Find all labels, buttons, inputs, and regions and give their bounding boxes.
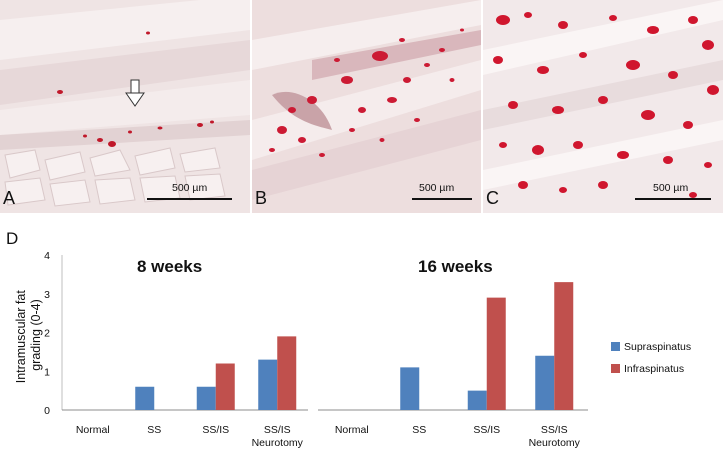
category-label-line: SS/IS [264, 424, 291, 436]
fat-grading-bar-chart: D Intramuscular fat grading (0-4) 01234 … [6, 229, 691, 449]
bar-supraspinatus-1-3 [535, 355, 555, 410]
legend-label-supraspinatus: Supraspinatus [624, 341, 691, 353]
histology-panel-c: C 500 µm [483, 0, 723, 213]
histology-panel-b: B 500 µm [252, 0, 481, 213]
category-label-line: Neurotomy [529, 437, 581, 449]
category-label-1-1: SS [412, 424, 426, 436]
scale-bar-c [635, 198, 711, 200]
histology-panel-a: A 500 µm [0, 0, 250, 213]
panel-letter-d: D [6, 229, 18, 248]
scale-bar-label-c: 500 µm [653, 182, 689, 194]
bar-infraspinatus-1-3 [554, 282, 574, 410]
scale-bar-label-a: 500 µm [172, 182, 208, 194]
legend-swatch-supraspinatus [611, 342, 620, 351]
bar-infraspinatus-0-2 [215, 363, 235, 410]
category-label-line: Normal [76, 424, 110, 436]
group-title-0: 8 weeks [137, 257, 202, 276]
histology-image-c [483, 0, 723, 213]
y-axis-title-line-1: Intramuscular fat [14, 290, 28, 384]
arrow-icon [125, 79, 145, 107]
category-label-line: SS/IS [473, 424, 500, 436]
category-label-1-3: SS/IS Neurotomy [529, 424, 581, 449]
y-tick-label-1: 1 [44, 366, 50, 378]
chart-legend: Supraspinatus Infraspinatus [611, 341, 691, 375]
scale-bar-label-b: 500 µm [419, 182, 455, 194]
bar-supraspinatus-0-1 [135, 386, 155, 410]
panel-letter-c: C [486, 188, 499, 208]
y-tick-label-4: 4 [44, 250, 50, 262]
legend-swatch-infraspinatus [611, 364, 620, 373]
category-label-0-1: SS [147, 424, 161, 436]
y-tick-label-3: 3 [44, 289, 50, 301]
scale-bar-b [412, 198, 472, 200]
category-label-line: Neurotomy [252, 437, 304, 449]
chart-bars [135, 282, 574, 410]
bar-infraspinatus-0-3 [277, 336, 297, 410]
histology-image-b [252, 0, 481, 213]
bar-infraspinatus-1-2 [486, 297, 506, 410]
y-axis-title: Intramuscular fat grading (0-4) [14, 287, 43, 384]
bar-supraspinatus-1-2 [467, 390, 487, 410]
bar-supraspinatus-1-1 [400, 367, 420, 410]
legend-label-infraspinatus: Infraspinatus [624, 363, 684, 375]
category-label-1-0: Normal [335, 424, 369, 436]
histology-image-a [0, 0, 250, 213]
y-tick-label-0: 0 [44, 405, 50, 417]
category-label-0-0: Normal [76, 424, 110, 436]
group-titles: 8 weeks 16 weeks [137, 257, 493, 276]
bar-supraspinatus-0-2 [196, 386, 216, 410]
category-label-line: SS [412, 424, 426, 436]
scale-bar-a [147, 198, 232, 200]
group-title-1: 16 weeks [418, 257, 493, 276]
y-axis-ticks: 0 1 2 3 4 [44, 250, 50, 417]
category-label-line: SS [147, 424, 161, 436]
y-axis-title-line-2: grading (0-4) [29, 299, 43, 371]
panel-letter-a: A [3, 188, 16, 208]
bar-supraspinatus-0-3 [258, 359, 278, 410]
category-label-line: SS/IS [541, 424, 568, 436]
category-label-line: Normal [335, 424, 369, 436]
y-tick-label-2: 2 [44, 328, 50, 340]
panel-letter-b: B [255, 188, 268, 208]
category-label-line: SS/IS [202, 424, 229, 436]
category-label-1-2: SS/IS [473, 424, 500, 436]
category-label-0-3: SS/IS Neurotomy [252, 424, 304, 449]
category-label-0-2: SS/IS [202, 424, 229, 436]
